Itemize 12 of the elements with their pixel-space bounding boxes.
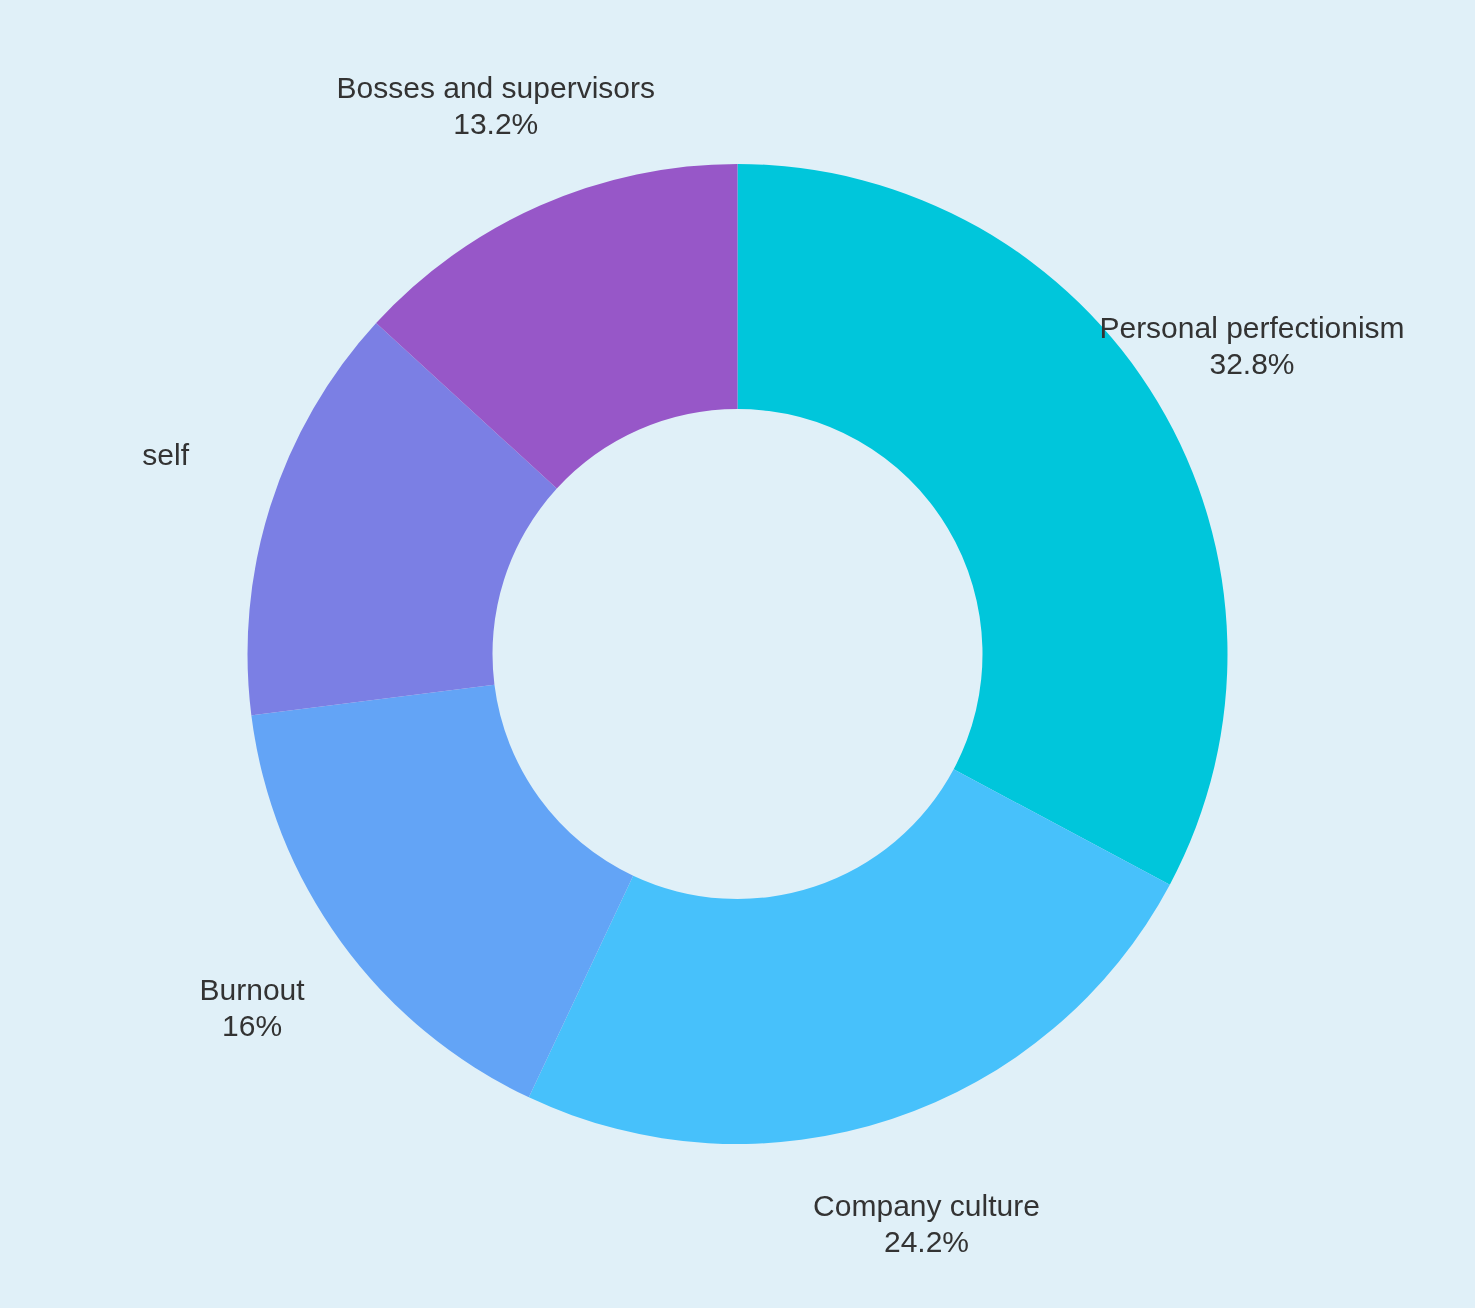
slice-label: Personal perfectionism bbox=[1099, 311, 1405, 345]
slice-label: self bbox=[142, 438, 190, 472]
slice-label: Burnout bbox=[199, 972, 306, 1006]
donut-slice bbox=[247, 323, 557, 716]
donut-slice bbox=[528, 769, 1170, 1144]
data-label: 32.8% bbox=[1209, 347, 1295, 381]
data-label: 13.2% bbox=[453, 106, 539, 140]
slice-label: Bosses and supervisors bbox=[336, 70, 656, 104]
data-label: 16% bbox=[222, 1008, 283, 1042]
slice-label: Company culture bbox=[813, 1189, 1040, 1223]
donut-slice bbox=[376, 164, 738, 489]
data-label: 24.2% bbox=[883, 1225, 970, 1259]
